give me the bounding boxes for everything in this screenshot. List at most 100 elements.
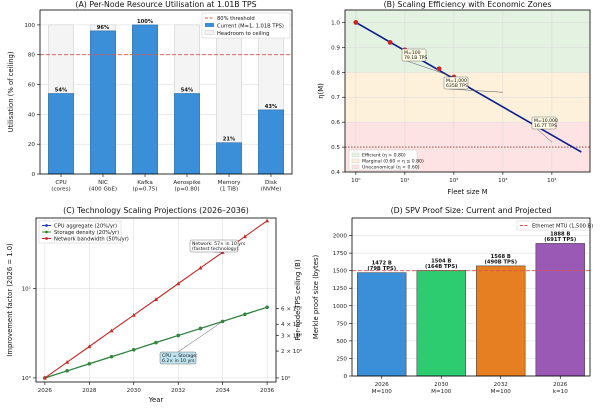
legend-marker bbox=[45, 224, 48, 227]
tick-label-y: 0.8 bbox=[331, 70, 340, 76]
data-point bbox=[88, 362, 91, 365]
bar-current bbox=[216, 143, 241, 174]
tick-label-x: Disk(NVMe) bbox=[261, 180, 282, 193]
tick-label-y: 0.9 bbox=[331, 45, 340, 51]
data-label: 1888 B(691T TPS) bbox=[544, 231, 576, 243]
bar bbox=[357, 273, 406, 376]
tick-label-y: 1500 bbox=[333, 269, 348, 275]
tick-label-x: 10⁰ bbox=[351, 177, 361, 184]
tick-label-y: 20 bbox=[28, 142, 36, 148]
chart-title: (A) Per-Node Resource Utilisation at 1.0… bbox=[75, 0, 256, 9]
tick-label-y: 80 bbox=[28, 53, 36, 59]
chart-scaling-efficiency: (B) Scaling Efficiency with Economic Zon… bbox=[317, 0, 590, 196]
legend-entry: Headroom to ceiling bbox=[217, 31, 269, 37]
tick-label-y: 0.7 bbox=[331, 95, 340, 101]
data-point bbox=[110, 355, 113, 358]
tick-label-y: 40 bbox=[28, 112, 36, 118]
data-point bbox=[265, 306, 268, 309]
legend-swatch bbox=[352, 165, 359, 169]
tick-label-x: 10¹ bbox=[400, 177, 409, 184]
axis-label-x: Year bbox=[148, 396, 164, 404]
annotation-text: CPU = Storage:6.2× in 10 yrs bbox=[162, 353, 198, 364]
data-label: 1504 B(164B TPS) bbox=[425, 258, 457, 270]
axis-label-y: Improvement factor (2026 = 1.0) bbox=[6, 243, 14, 357]
axis-label-y: Merkle proof size (bytes) bbox=[312, 255, 320, 340]
tick-label-y: 2000 bbox=[333, 234, 348, 240]
axis-label-y: Utilisation (% of ceiling) bbox=[7, 51, 15, 132]
zone-band bbox=[345, 10, 590, 72]
tick-label-y: 250 bbox=[336, 356, 347, 362]
tick-label-x: NIC(400 GbE) bbox=[89, 180, 117, 193]
legend-swatch bbox=[352, 153, 359, 157]
data-point bbox=[437, 66, 442, 71]
tick-label-y: 1250 bbox=[333, 286, 348, 292]
data-label: 21% bbox=[223, 137, 236, 143]
tick-label-x: 2034 bbox=[216, 388, 231, 394]
tick-label-y: 0.4 bbox=[331, 170, 340, 176]
data-label: 54% bbox=[181, 87, 194, 93]
tick-label-y: 0.6 bbox=[331, 120, 340, 126]
legend-entry: CPU aggregate (20%/yr) bbox=[54, 223, 117, 229]
tick-label-y: 1.0 bbox=[331, 20, 340, 26]
data-label: 100% bbox=[137, 19, 154, 25]
legend-entry: Efficient (η > 0.80) bbox=[362, 153, 406, 159]
tick-label-y2: 10⁰ bbox=[281, 375, 291, 382]
legend-swatch-current bbox=[205, 23, 214, 27]
legend-entry: Marginal (0.60 < η ≤ 0.80) bbox=[362, 159, 424, 165]
legend-entry: Storage density (20%/yr) bbox=[54, 230, 119, 236]
legend-entry: Ethernet MTU (1,500 B) bbox=[532, 224, 593, 230]
data-point bbox=[65, 369, 68, 372]
tick-label-x: 2026 bbox=[38, 388, 53, 394]
tick-label-y: 0.5 bbox=[331, 145, 340, 151]
chart-title: (C) Technology Scaling Projections (2026… bbox=[63, 206, 249, 215]
legend-entry: Current (M=1, 1.01B TPS) bbox=[217, 24, 284, 30]
chart-spv-proof-size: (D) SPV Proof Size: Current and Projecte… bbox=[312, 206, 593, 395]
data-point bbox=[265, 219, 269, 223]
tick-label-x: CPU(cores) bbox=[51, 180, 70, 193]
bar-current bbox=[174, 93, 199, 174]
legend-entry: Network bandwidth (50%/yr) bbox=[54, 236, 129, 242]
annotation-arrow bbox=[178, 321, 223, 352]
tick-label-x: 10⁴ bbox=[547, 177, 557, 184]
legend-swatch bbox=[352, 159, 359, 163]
legend-entry: 80% threshold bbox=[217, 16, 255, 22]
tick-label-y: 750 bbox=[336, 321, 347, 327]
tick-label-y: 1750 bbox=[333, 251, 348, 257]
legend-swatch-headroom bbox=[205, 31, 214, 35]
legend-marker bbox=[45, 237, 48, 240]
data-point bbox=[353, 20, 358, 25]
chart-title: (D) SPV Proof Size: Current and Projecte… bbox=[391, 206, 552, 215]
annotation-text: Network: 57× in 10 yrs(fastest technolog… bbox=[192, 241, 246, 252]
data-point bbox=[132, 348, 135, 351]
data-point bbox=[177, 334, 180, 337]
bar-current bbox=[258, 110, 283, 174]
chart-title: (B) Scaling Efficiency with Economic Zon… bbox=[384, 0, 552, 9]
tick-label-y: 100 bbox=[24, 23, 35, 29]
tick-label-y: 10¹ bbox=[22, 286, 31, 293]
chart-technology-projections: (C) Technology Scaling Projections (2026… bbox=[6, 206, 303, 404]
tick-label-x: 2028 bbox=[82, 388, 97, 394]
tick-label-x: Aerospike(p=0.80) bbox=[173, 180, 201, 193]
data-label: 54% bbox=[55, 87, 68, 93]
data-label: 96% bbox=[97, 25, 110, 31]
bar-current bbox=[132, 25, 157, 174]
tick-label-y: 500 bbox=[336, 339, 347, 345]
legend-entry: Uneconomical (η < 0.60) bbox=[362, 165, 420, 171]
tick-label-x: 2036 bbox=[260, 388, 275, 394]
tick-label-x: 2030 bbox=[127, 388, 142, 394]
tick-label-x: 10² bbox=[449, 177, 458, 184]
axis-label-y: η(M) bbox=[317, 83, 325, 99]
tick-label-y: 1000 bbox=[333, 304, 348, 310]
data-point bbox=[388, 40, 393, 45]
tick-label-x: 2032 bbox=[171, 388, 185, 394]
bar bbox=[476, 266, 525, 376]
chart-utilisation: (A) Per-Node Resource Utilisation at 1.0… bbox=[7, 0, 292, 193]
data-point bbox=[243, 313, 246, 316]
